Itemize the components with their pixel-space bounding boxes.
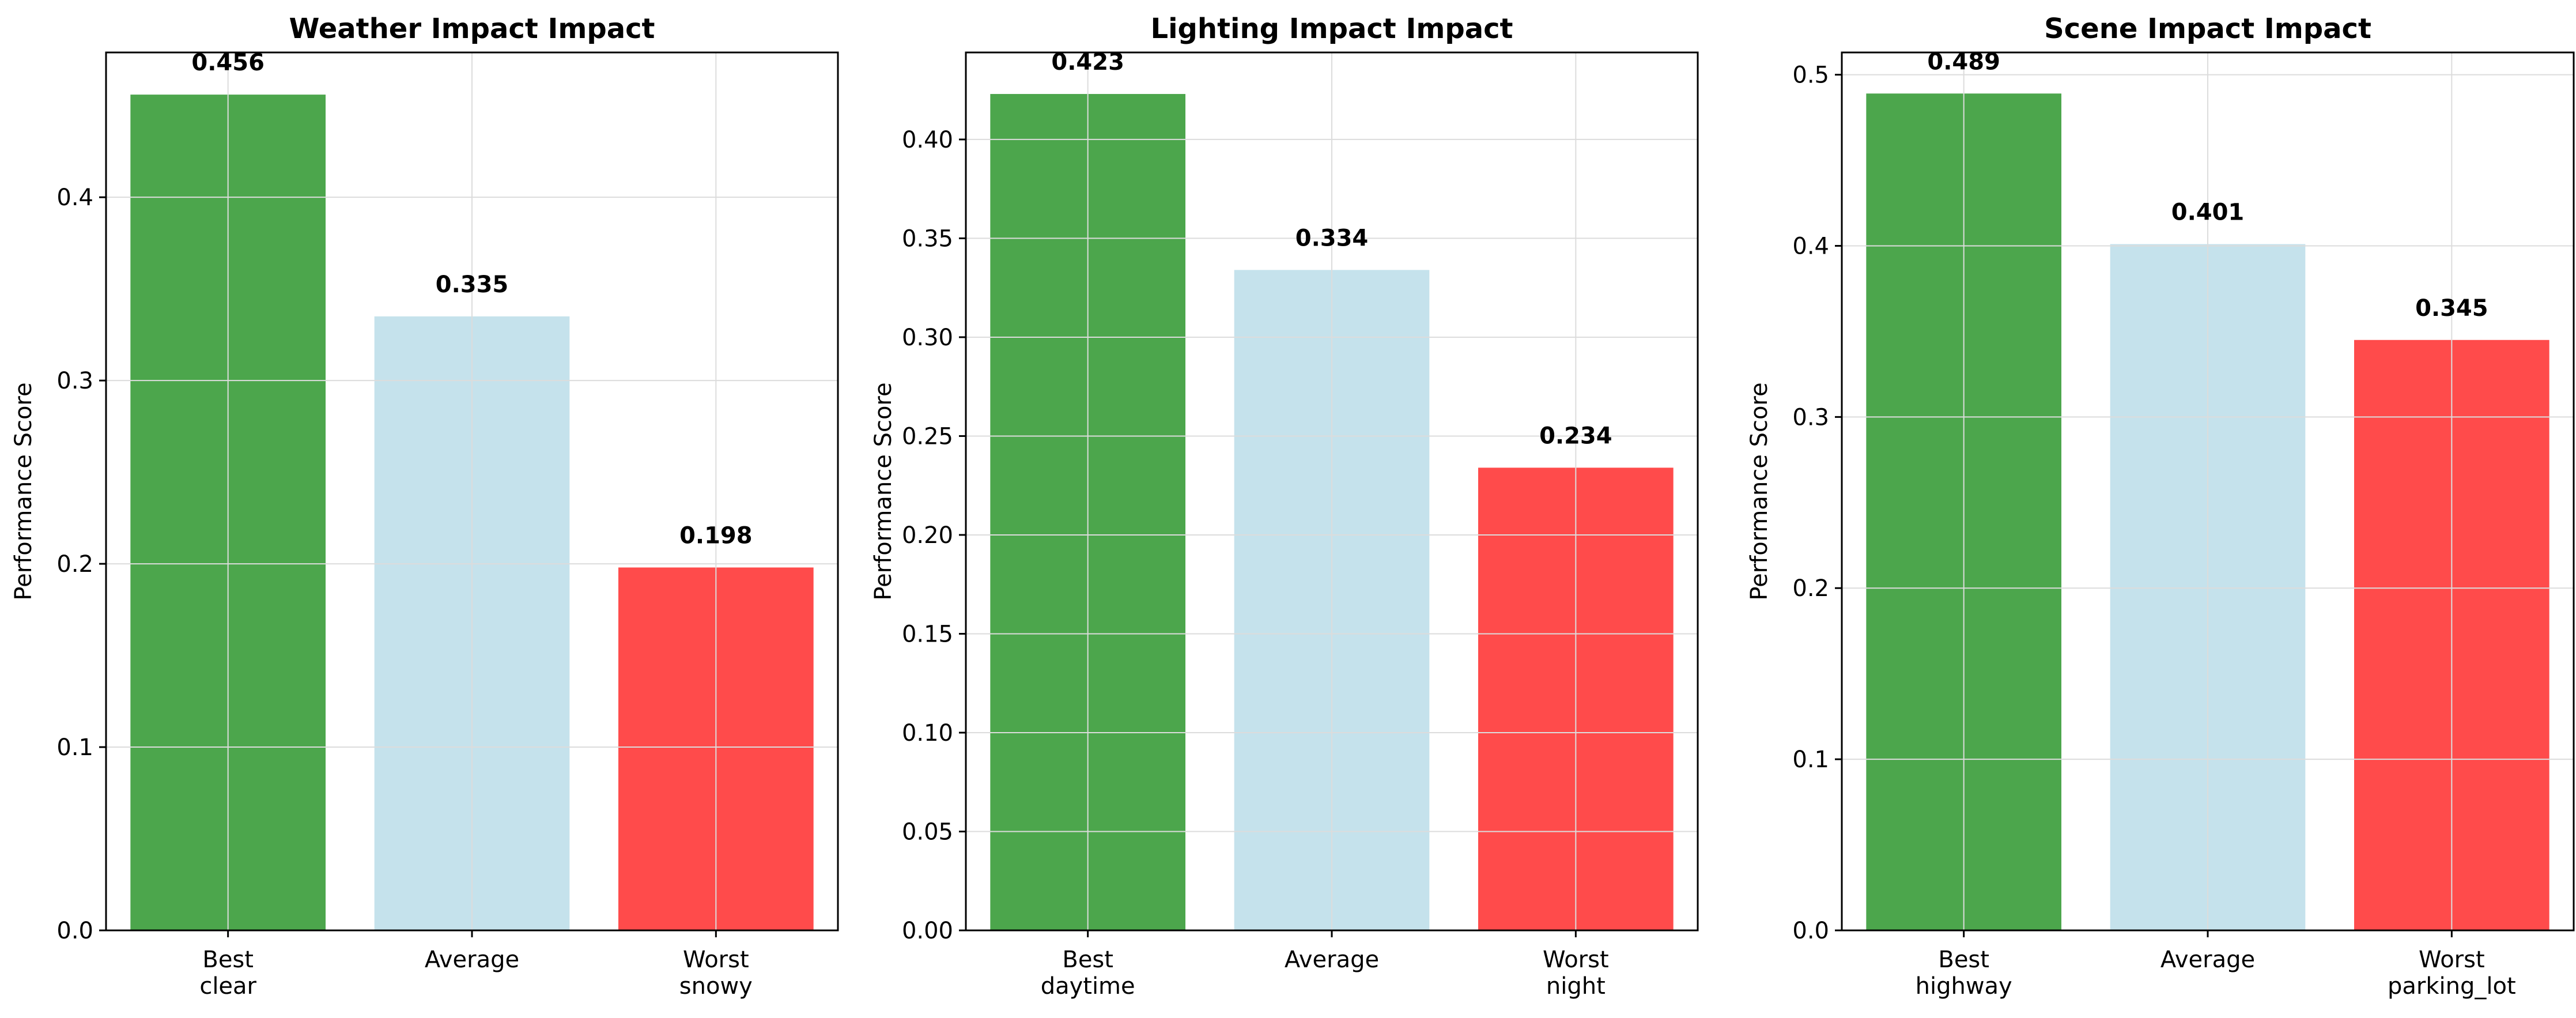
value-label-lighting-2: 0.234: [1539, 423, 1612, 449]
xtick-label: highway: [1916, 973, 2012, 1000]
ytick-label: 0.40: [902, 127, 953, 153]
value-label-lighting-1: 0.334: [1295, 225, 1369, 251]
y-axis-label: Performance Score: [10, 382, 37, 600]
ytick-label: 0.35: [902, 225, 953, 252]
ytick-label: 0.25: [902, 423, 953, 450]
xtick-label: Best: [1938, 947, 1989, 973]
xtick-label: Average: [1285, 947, 1379, 973]
value-label-weather-2: 0.198: [679, 522, 753, 549]
ytick-label: 0.3: [1792, 404, 1829, 431]
ytick-label: 0.0: [56, 918, 93, 944]
y-axis-label: Performance Score: [1746, 382, 1773, 600]
chart-title-lighting: Lighting Impact Impact: [1151, 13, 1513, 45]
xtick-label: Worst: [1543, 947, 1609, 973]
ytick-label: 0.10: [902, 720, 953, 746]
value-label-scene-2: 0.345: [2415, 295, 2488, 322]
ytick-label: 0.30: [902, 325, 953, 351]
xtick-label: daytime: [1041, 973, 1135, 1000]
xtick-label: snowy: [679, 973, 753, 1000]
ytick-label: 0.05: [902, 819, 953, 845]
chart-title-scene: Scene Impact Impact: [2044, 13, 2371, 45]
y-axis-label: Performance Score: [870, 382, 897, 600]
xtick-label: Average: [2160, 947, 2255, 973]
ytick-label: 0.3: [56, 368, 93, 394]
ytick-label: 0.2: [56, 551, 93, 578]
value-label-scene-1: 0.401: [2171, 199, 2245, 226]
ytick-label: 0.4: [56, 184, 93, 211]
xtick-label: Worst: [683, 947, 749, 973]
ytick-label: 0.0: [1792, 918, 1829, 944]
xtick-label: parking_lot: [2388, 973, 2516, 1000]
ytick-label: 0.00: [902, 918, 953, 944]
ytick-label: 0.1: [56, 734, 93, 761]
ytick-label: 0.2: [1792, 575, 1829, 602]
ytick-label: 0.4: [1792, 233, 1829, 259]
value-label-scene-0: 0.489: [1927, 48, 2000, 75]
xtick-label: Average: [425, 947, 519, 973]
chart-panel-lighting: 0.00 0.05 0.10 0.15 0.20 0.25 0.30 0.35 0.40 Best…: [870, 13, 1699, 1000]
xtick-label: Best: [202, 947, 254, 973]
chart-title-weather: Weather Impact Impact: [289, 13, 655, 45]
value-label-lighting-0: 0.423: [1051, 49, 1124, 76]
ytick-label: 0.5: [1792, 62, 1829, 89]
ytick-label: 0.1: [1792, 746, 1829, 773]
ytick-label: 0.20: [902, 522, 953, 549]
xtick-label: Best: [1062, 947, 1113, 973]
value-label-weather-0: 0.456: [191, 50, 265, 76]
value-label-weather-1: 0.335: [436, 272, 509, 298]
xtick-label: night: [1546, 973, 1606, 1000]
xtick-label: Worst: [2419, 947, 2485, 973]
ytick-label: 0.15: [902, 621, 953, 647]
xtick-label: clear: [199, 973, 256, 1000]
